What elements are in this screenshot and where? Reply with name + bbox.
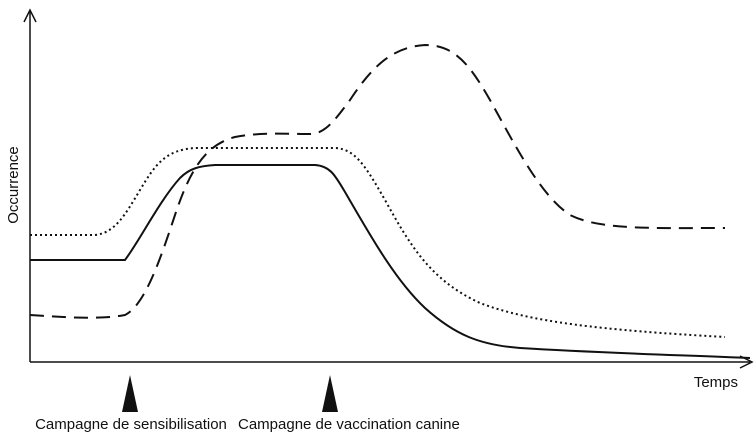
x-axis-label: Temps xyxy=(694,374,738,391)
solid-curve xyxy=(30,164,751,359)
y-axis-label: Occurrence xyxy=(5,146,22,224)
dotted-curve xyxy=(30,147,726,338)
annotation: Campagne de vaccination canine xyxy=(238,416,460,433)
campaign-marker xyxy=(122,375,138,412)
y-axis-arrow xyxy=(23,8,37,23)
annotation: Campagne de sensibilisation xyxy=(35,416,227,433)
dashed-curve xyxy=(29,43,726,319)
campaign-marker xyxy=(322,375,338,412)
